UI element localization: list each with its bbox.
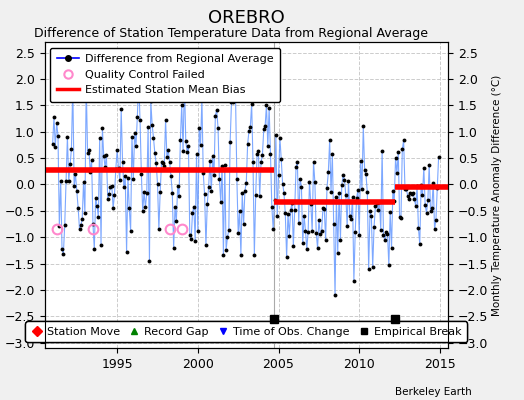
Legend: Station Move, Record Gap, Time of Obs. Change, Empirical Break: Station Move, Record Gap, Time of Obs. C…: [25, 321, 467, 342]
Text: Difference of Station Temperature Data from Regional Average: Difference of Station Temperature Data f…: [34, 28, 428, 40]
Text: Berkeley Earth: Berkeley Earth: [395, 387, 472, 397]
Y-axis label: Monthly Temperature Anomaly Difference (°C): Monthly Temperature Anomaly Difference (…: [493, 74, 503, 316]
Title: OREBRO: OREBRO: [208, 8, 285, 26]
